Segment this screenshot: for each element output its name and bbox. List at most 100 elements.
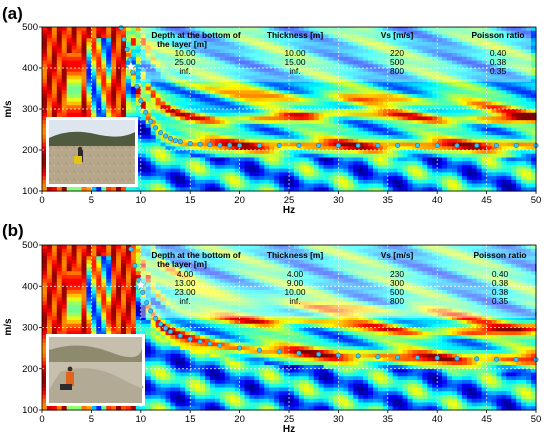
heatmap-cell [274, 172, 280, 177]
heatmap-cell [264, 34, 270, 39]
heatmap-cell [308, 161, 315, 166]
heatmap-cell [447, 68, 453, 73]
heatmap-cell [42, 376, 48, 381]
heatmap-cell [476, 49, 483, 54]
heatmap-cell [432, 71, 438, 77]
heatmap-cell [353, 41, 359, 47]
heatmap-cell [56, 248, 63, 254]
heatmap-cell [397, 168, 404, 173]
heatmap-cell [298, 142, 305, 147]
heatmap-cell [442, 127, 448, 132]
heatmap-cell [427, 150, 433, 155]
heatmap-cell [447, 150, 453, 155]
heatmap-cell [397, 179, 404, 185]
heatmap-cell [328, 153, 335, 159]
heatmap-cell [170, 109, 176, 114]
heatmap-cell [496, 109, 503, 114]
heatmap-cell [145, 45, 152, 50]
heatmap-cell [42, 305, 48, 310]
heatmap-cell [209, 120, 216, 125]
heatmap-cell [86, 53, 92, 58]
heatmap-cell [456, 49, 463, 54]
heatmap-cell [239, 45, 246, 50]
heatmap-cell [531, 161, 537, 166]
heatmap-cell [229, 34, 236, 39]
heatmap-cell [471, 135, 478, 140]
heatmap-cell [442, 60, 448, 65]
heatmap-cell [175, 30, 181, 36]
heatmap-cell [363, 30, 369, 36]
heatmap-cell [432, 75, 438, 80]
heatmap-cell [372, 71, 379, 77]
heatmap-cell [145, 123, 152, 129]
heatmap-cell [86, 245, 92, 250]
heatmap-cell [71, 312, 78, 317]
heatmap-cell [481, 101, 488, 106]
heatmap-cell [42, 320, 48, 325]
heatmap-cell [372, 123, 379, 129]
heatmap-cell [209, 97, 216, 103]
heatmap-cell [471, 183, 478, 188]
heatmap-cell [190, 172, 196, 177]
heatmap-cell [200, 75, 206, 80]
heatmap-cell [91, 278, 97, 284]
heatmap-cell [140, 64, 147, 69]
heatmap-cell [140, 53, 147, 58]
heatmap-cell [116, 49, 122, 54]
heatmap-cell [303, 38, 310, 43]
heatmap-cell [111, 75, 117, 80]
heatmap-cell [481, 161, 488, 166]
heatmap-cell [86, 305, 92, 310]
heatmap-cell [333, 79, 339, 84]
heatmap-cell [51, 34, 58, 39]
heatmap-cell [491, 146, 498, 151]
heatmap-cell [214, 161, 221, 166]
heatmap-cell [476, 79, 483, 84]
heatmap-cell [274, 187, 280, 192]
heatmap-cell [71, 101, 78, 106]
heatmap-cell [140, 157, 147, 162]
heatmap-cell [402, 97, 409, 103]
heatmap-cell [111, 90, 117, 95]
heatmap-cell [249, 90, 256, 95]
heatmap-cell [224, 60, 231, 65]
heatmap-cell [521, 34, 527, 39]
heatmap-cell [234, 179, 241, 185]
heatmap-cell [363, 138, 369, 144]
heatmap-cell [106, 90, 112, 95]
heatmap-cell [269, 82, 275, 88]
heatmap-cell [205, 123, 211, 129]
heatmap-cell [298, 123, 305, 129]
heatmap-cell [66, 30, 73, 36]
heatmap-cell [368, 116, 374, 121]
heatmap-cell [101, 49, 107, 54]
heatmap-cell [392, 97, 399, 103]
dispersion-point [153, 125, 159, 131]
heatmap-cell [353, 38, 359, 43]
heatmap-cell [150, 187, 157, 192]
heatmap-cell [170, 30, 176, 36]
heatmap-cell [496, 60, 503, 65]
heatmap-cell [239, 75, 246, 80]
heatmap-cell [461, 45, 468, 50]
heatmap-cell [313, 164, 320, 170]
heatmap-cell [437, 146, 443, 151]
heatmap-cell [289, 150, 295, 155]
heatmap-cell [155, 41, 162, 47]
heatmap-cell [456, 109, 463, 114]
heatmap-cell [61, 90, 68, 95]
heatmap-cell [348, 94, 354, 99]
heatmap-cell [264, 105, 270, 110]
heatmap-cell [91, 286, 97, 291]
heatmap-cell [289, 71, 295, 77]
heatmap-cell [150, 34, 157, 39]
heatmap-cell [456, 120, 463, 125]
heatmap-cell [145, 49, 152, 54]
heatmap-cell [279, 38, 285, 43]
heatmap-cell [116, 64, 122, 69]
heatmap-cell [249, 75, 256, 80]
heatmap-cell [377, 142, 384, 147]
heatmap-cell [486, 109, 493, 114]
heatmap-cell [506, 38, 512, 43]
heatmap-cell [491, 45, 498, 50]
